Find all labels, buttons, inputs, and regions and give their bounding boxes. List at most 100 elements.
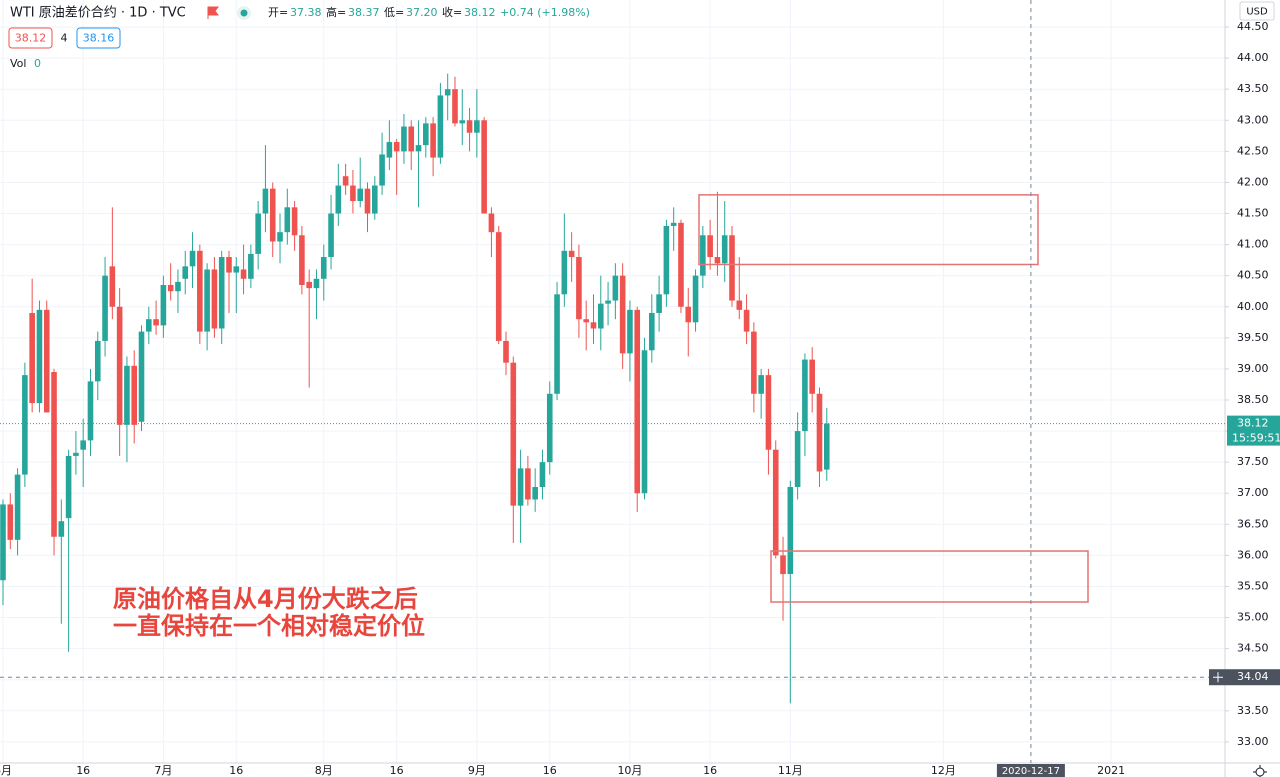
- y-tick-label: 39.50: [1237, 331, 1269, 344]
- currency: USD: [1246, 7, 1268, 18]
- spread: 4: [61, 32, 68, 45]
- candle-body: [816, 393, 823, 472]
- candle-body: [65, 455, 72, 519]
- candle-body: [51, 372, 57, 537]
- crosshair-y-label: 34.04: [1237, 670, 1269, 683]
- ohlc-value: 37.38: [290, 6, 322, 19]
- volume-label: Vol: [10, 57, 26, 70]
- candle-body: [605, 300, 611, 304]
- candle-body: [794, 431, 801, 488]
- candle-body: [189, 250, 196, 267]
- candle-body: [780, 555, 786, 575]
- candle-body: [14, 474, 21, 540]
- candle-body: [532, 487, 538, 500]
- candle-body: [408, 126, 415, 152]
- crosshair-x-label: 2020-12-17: [1002, 766, 1060, 777]
- candle-body: [554, 294, 560, 394]
- candle-body: [692, 275, 699, 323]
- candle-body: [124, 365, 130, 425]
- axes: 33.0033.5034.0034.5035.0035.5036.0036.50…: [0, 20, 1269, 777]
- candle-body: [649, 312, 655, 351]
- ohlc-label: 低=: [384, 6, 404, 19]
- candle-body: [109, 266, 116, 307]
- candle-body: [58, 521, 65, 537]
- y-tick-label: 43.00: [1237, 113, 1269, 126]
- ask: 38.16: [83, 32, 115, 45]
- candle-body: [386, 142, 393, 158]
- settings-icon[interactable]: [1253, 765, 1267, 777]
- x-tick-label: 16: [76, 764, 90, 777]
- candle-body: [721, 235, 728, 264]
- ohlc-label: 收=: [442, 5, 462, 19]
- y-tick-label: 44.50: [1237, 20, 1269, 33]
- drawn-rectangle: [698, 194, 1039, 266]
- x-tick-label: 10月: [617, 764, 642, 777]
- crosshair-x-box: [996, 764, 1065, 777]
- y-tick-label: 37.50: [1237, 455, 1269, 468]
- ask-box: [76, 27, 121, 49]
- crosshair-y-box: [1227, 669, 1280, 686]
- y-tick-label: 36.50: [1237, 517, 1269, 530]
- x-tick-label: 2021: [1097, 764, 1125, 777]
- candle-body: [597, 303, 604, 329]
- candle-body: [175, 281, 181, 292]
- y-tick-label: 38.50: [1237, 393, 1269, 406]
- y-tick-label: 44.00: [1237, 51, 1269, 64]
- last-price-label: 38.12: [1237, 417, 1269, 430]
- candle-body: [700, 235, 706, 276]
- ohlc-legend: 开= 37.38 高= 38.37 低= 37.20 收= 38.12 +0.74 (+1.98…: [268, 5, 590, 19]
- candle-body: [423, 123, 429, 146]
- annotation-line: 一直保持在一个相对稳定价位: [113, 612, 425, 640]
- candle-body: [240, 269, 247, 279]
- y-tick-label: 36.00: [1237, 548, 1269, 561]
- candle-body: [328, 213, 334, 258]
- candle-body: [612, 275, 619, 301]
- candle-body: [568, 250, 575, 258]
- candle-body: [160, 284, 167, 326]
- ohlc-label: 高=: [326, 5, 346, 19]
- candle-body: [488, 213, 495, 233]
- candle-body: [197, 250, 203, 332]
- candle-body: [751, 331, 757, 394]
- x-tick-label: 7月: [154, 764, 172, 777]
- candle-body: [218, 257, 225, 329]
- candle-body: [248, 253, 254, 279]
- candle-body: [80, 440, 86, 450]
- last-price-box: [1227, 415, 1280, 446]
- y-tick-label: 34.50: [1237, 642, 1269, 655]
- candle-body: [36, 309, 43, 404]
- candle-body: [714, 257, 721, 264]
- volume-value: 0: [34, 57, 41, 70]
- candle-body: [335, 185, 342, 214]
- candle-body: [430, 123, 436, 158]
- candle-body: [357, 188, 364, 202]
- candle-body: [342, 176, 349, 186]
- status-dot: [240, 9, 248, 17]
- candle-body: [663, 225, 670, 295]
- candle-body: [284, 207, 291, 233]
- candle-body: [379, 154, 385, 186]
- candle-body: [729, 235, 735, 301]
- candle-body: [802, 359, 808, 432]
- y-tick-label: 40.50: [1237, 269, 1269, 282]
- y-tick-label: 41.50: [1237, 207, 1269, 220]
- candle-body: [371, 185, 378, 214]
- candle-body: [269, 188, 276, 242]
- candle-body: [306, 281, 312, 289]
- candle-body: [525, 468, 531, 500]
- y-tick-label: 35.00: [1237, 611, 1269, 624]
- y-tick-label: 39.00: [1237, 362, 1269, 375]
- candle-body: [809, 359, 815, 394]
- y-tick-label: 40.00: [1237, 300, 1269, 313]
- candle-body: [226, 257, 232, 273]
- candle-body: [94, 340, 101, 382]
- y-tick-label: 42.50: [1237, 144, 1269, 157]
- candle-body: [182, 266, 189, 279]
- chart-title: WTI 原油差价合约 · 1D · TVC: [10, 6, 186, 21]
- candle-body: [634, 309, 641, 494]
- candle-body: [320, 257, 327, 279]
- candle-body: [262, 188, 269, 214]
- candle-body: [736, 300, 743, 310]
- candle-body: [364, 188, 371, 214]
